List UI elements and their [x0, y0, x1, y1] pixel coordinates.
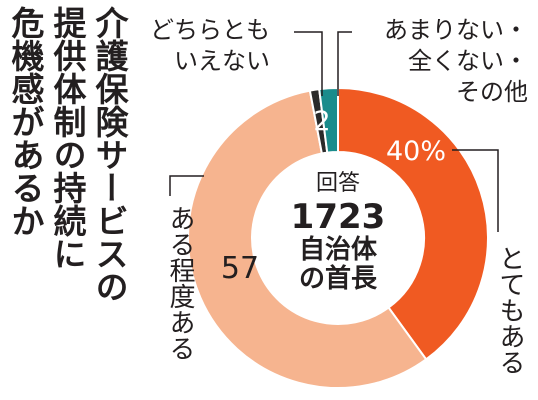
- chart-title-line-3: 危機感があるか: [6, 6, 45, 237]
- value-label-aru-teido: 57: [221, 251, 259, 286]
- value-label-dochira: 2: [313, 106, 330, 137]
- value-label-totemo: 40%: [386, 136, 446, 167]
- category-label-totemo: とてもある: [495, 245, 525, 375]
- category-label-amari-line-2: 全くない・: [408, 47, 528, 75]
- chart-title-line-2: 提供体制の持続に: [48, 6, 87, 270]
- slices-layer: [187, 86, 489, 389]
- center-answer-label: 回答: [316, 171, 360, 196]
- center-count: 1723: [291, 197, 386, 237]
- leader-aru-teido: [169, 175, 204, 196]
- center-subject-line-1: 自治体: [299, 234, 378, 265]
- chart-title-line-1: 介護保険サービスの: [90, 6, 129, 303]
- category-label-amari-line-1: あまりない・: [384, 16, 528, 44]
- category-label-amari-line-3: その他: [456, 78, 528, 106]
- category-label-dochira-line-2: いえない: [174, 47, 270, 75]
- leader-dochira: [294, 31, 323, 96]
- category-label-aru-teido: ある程度ある: [165, 205, 195, 361]
- leader-lines: [169, 31, 499, 232]
- slice-totemo-aru: [337, 86, 489, 361]
- slice-aru-teido-aru: [187, 89, 428, 389]
- leader-amari: [337, 31, 352, 96]
- leader-totemo: [452, 149, 499, 232]
- center-subject-line-2: の首長: [299, 263, 378, 294]
- category-label-dochira-line-1: どちらとも: [150, 16, 270, 44]
- slice-dochira-tomo: [318, 86, 339, 154]
